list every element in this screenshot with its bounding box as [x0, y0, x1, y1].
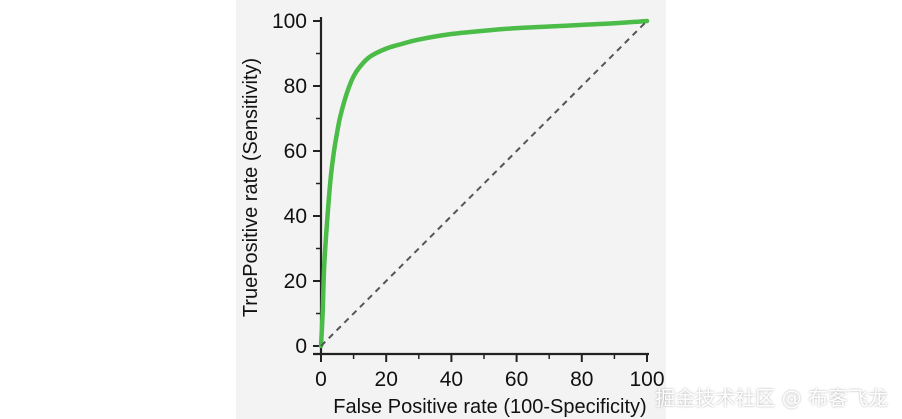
x-tick-label: 40: [440, 368, 463, 391]
y-tick-label: 0: [295, 335, 307, 358]
x-tick-label: 0: [315, 368, 327, 391]
y-tick-label: 80: [284, 75, 307, 98]
y-tick-label: 40: [284, 205, 307, 228]
y-tick-label: 20: [284, 270, 307, 293]
y-tick-label: 60: [284, 140, 307, 163]
x-axis-title: False Positive rate (100-Specificity): [333, 396, 646, 418]
x-tick-label: 80: [570, 368, 593, 391]
plot-background: [236, 0, 666, 419]
chance-diagonal-line: [320, 20, 648, 347]
y-axis-title: TruePositive rate (Sensitivity): [240, 58, 262, 317]
roc-curve-line: [318, 18, 650, 349]
x-tick-label: 60: [505, 368, 528, 391]
x-tick-label: 20: [375, 368, 398, 391]
y-tick-label: 100: [272, 10, 307, 33]
watermark-text: 掘金技术社区 @ 布客飞龙: [655, 386, 888, 410]
x-tick-label: 100: [629, 368, 664, 391]
